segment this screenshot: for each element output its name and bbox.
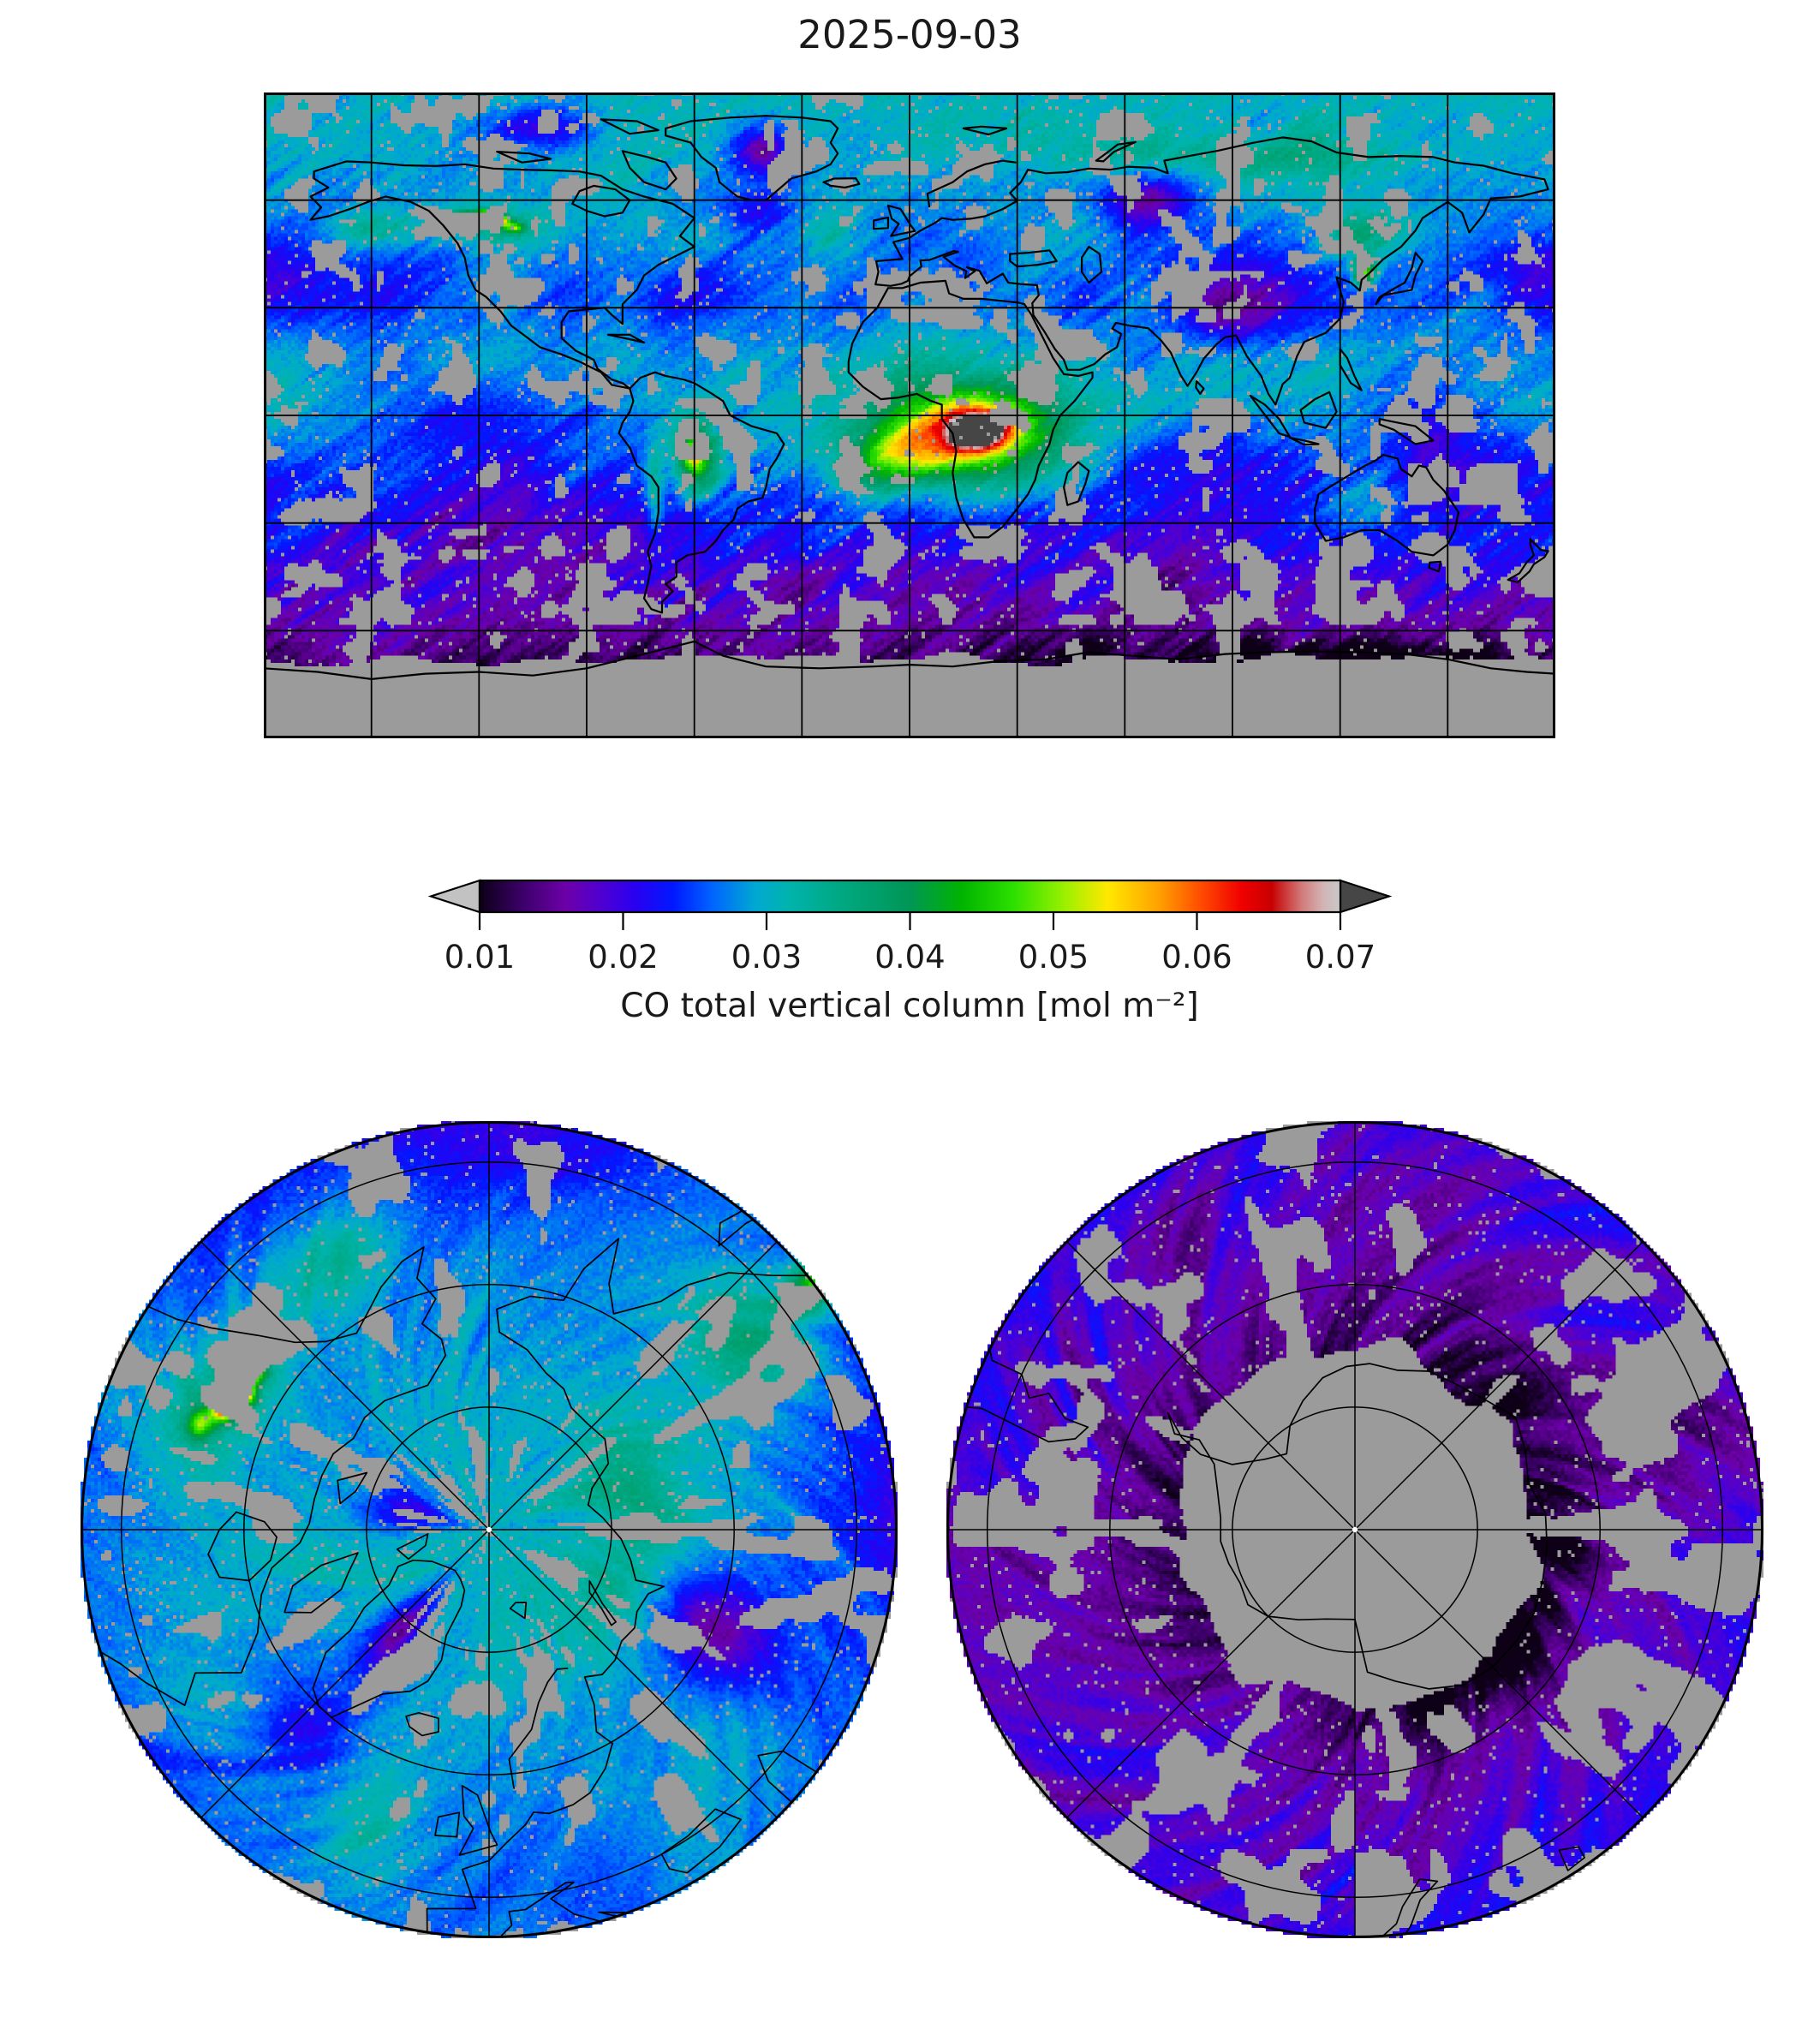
colorbar-gradient (478, 879, 1342, 914)
coastline-cu (607, 333, 646, 344)
coastline-cs (1081, 246, 1103, 284)
coastline-no (926, 159, 1017, 208)
coastline-bf (621, 150, 677, 191)
coastline-ie (434, 1811, 461, 1838)
coastline-nv (588, 1579, 618, 1626)
coastline-tas (1428, 560, 1442, 573)
polar-border (81, 1121, 898, 1938)
coastline-aqpoly (1167, 1363, 1548, 1690)
colorbar-svg: 0.01 0.02 0.03 0.04 0.05 0.06 0.07 (427, 879, 1393, 976)
colorbar-label: CO total vertical column [mol m⁻²] (620, 987, 1199, 1025)
coastline-gl (665, 115, 839, 201)
colorbar-tick-label: 0.01 (445, 939, 515, 976)
coastline-vi (496, 151, 552, 164)
colorbar: 0.01 0.02 0.03 0.04 0.05 0.06 0.07 (427, 875, 1393, 987)
coastline-au (1314, 454, 1459, 557)
coastline-sv (509, 1602, 528, 1620)
coastline-no (508, 1668, 569, 1789)
coastline-mg (1063, 461, 1090, 506)
colorbar-tick-label: 0.03 (731, 939, 802, 976)
colorbar-under-arrow (427, 879, 481, 914)
coastline-eur (874, 136, 1549, 406)
coastline-aqline (264, 640, 1555, 680)
coastline-na (82, 1246, 447, 1706)
coastline-bo (1299, 391, 1338, 429)
coastline-nz (1507, 538, 1549, 583)
coastline-hudson (207, 1511, 277, 1582)
coastline-ng (1378, 418, 1435, 445)
coastline-bf (283, 1552, 359, 1614)
colorbar-tick-label: 0.06 (1161, 939, 1232, 976)
south-polar-panel (946, 1121, 1763, 1938)
colorbar-tick-label: 0.07 (1305, 939, 1375, 976)
coastline-gb (886, 204, 916, 237)
coastline-gl (312, 1559, 466, 1719)
colorbar-tick-label: 0.02 (588, 939, 658, 976)
coastline-sa (618, 371, 785, 614)
pole-marker (486, 1526, 492, 1533)
coastline-hudson (571, 184, 631, 218)
coastline-ph (1339, 348, 1363, 391)
polar-border (946, 1121, 1763, 1938)
coastline-af (847, 279, 1094, 539)
coastline-su (1249, 394, 1292, 439)
coastline-jp (1375, 252, 1424, 306)
south-polar-overlay (946, 1121, 1763, 1938)
coastline-bs (660, 1808, 743, 1874)
coastline-vi (337, 1471, 368, 1505)
coastline-gb (458, 1785, 498, 1856)
coastline-au (1574, 1720, 1762, 1936)
world-map-overlay (264, 92, 1555, 738)
coastline-nv (1095, 140, 1137, 163)
coastline-jv (1288, 436, 1320, 446)
figure-title: 2025-09-03 (797, 12, 1022, 57)
map-border (264, 92, 1555, 738)
coastline-na (309, 160, 695, 390)
colorbar-over-arrow (1339, 879, 1393, 914)
coastline-jp (718, 1185, 860, 1247)
coastline-is (822, 177, 861, 189)
pole-marker (1352, 1526, 1358, 1533)
coastline-el (396, 1533, 429, 1561)
coastline-lk (1195, 380, 1205, 395)
coastline-nz (1369, 1878, 1439, 1936)
coastline-sv (962, 125, 1008, 136)
colorbar-tick-label: 0.05 (1018, 939, 1089, 976)
north-polar-overlay (81, 1121, 898, 1938)
colorbar-tick-label: 0.04 (874, 939, 945, 976)
north-polar-panel (81, 1121, 898, 1938)
coastline-ie (873, 216, 889, 230)
coastline-is (405, 1711, 439, 1737)
coastline-bs (1009, 249, 1058, 268)
coastline-el (600, 118, 659, 135)
coastline-tas (1558, 1846, 1585, 1871)
world-map-panel (264, 92, 1555, 738)
